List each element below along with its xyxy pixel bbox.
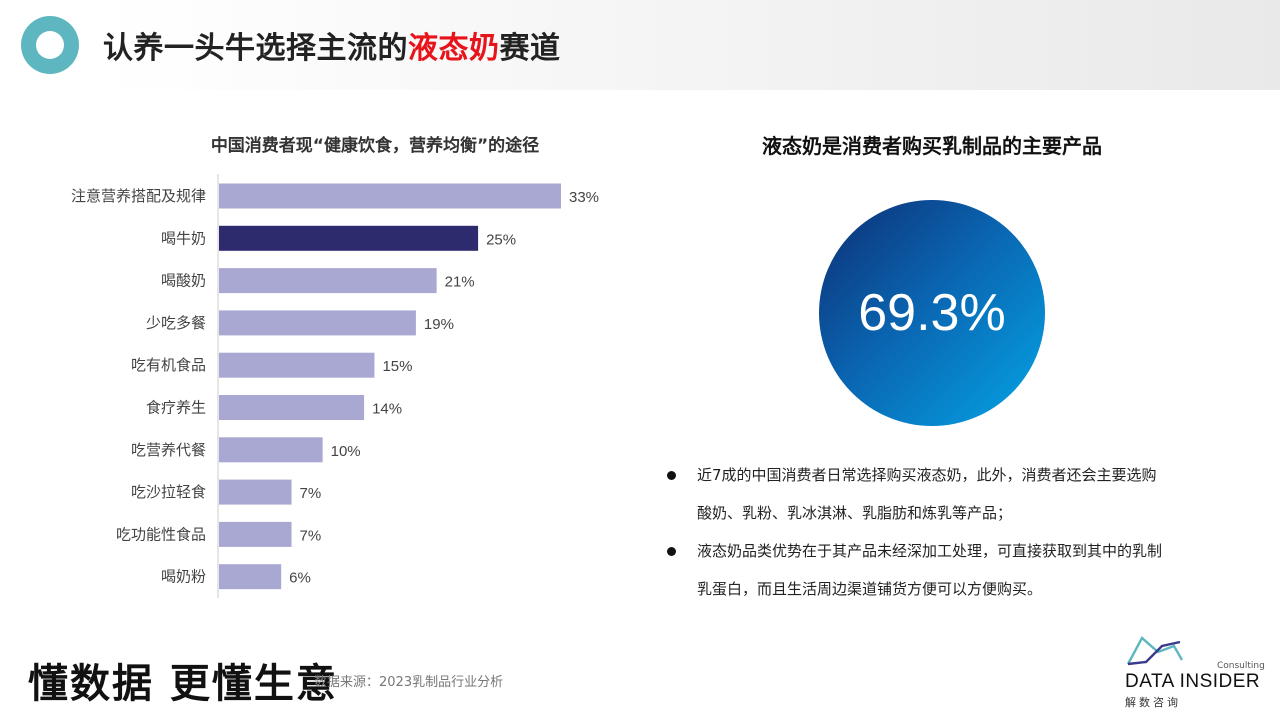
value-label: 33%: [569, 189, 599, 206]
bullet-text-line: 近7成的中国消费者日常选择购买液态奶，此外，消费者还会主要选购: [697, 466, 1157, 484]
page-title: 认养一头牛选择主流的液态奶赛道: [103, 31, 561, 66]
big-stat-value: 69.3%: [858, 284, 1006, 342]
category-label: 食疗养生: [146, 399, 206, 417]
chart-title: 中国消费者现“健康饮食，营养均衡”的途径: [210, 136, 540, 156]
logo-cn: 解数咨询: [1125, 696, 1181, 709]
ring-icon: [21, 16, 79, 74]
bullet-item: 液态奶品类优势在于其产品未经深加工处理，可直接获取到其中的乳制 乳蛋白，而且生活…: [664, 532, 1204, 608]
value-label: 25%: [486, 231, 516, 248]
page-title-highlight: 液态奶: [408, 31, 500, 66]
category-label: 吃功能性食品: [116, 525, 206, 543]
bullet-text-line: 乳蛋白，而且生活周边渠道铺货方便可以方便购买。: [697, 580, 1043, 598]
logo-main: DATA INSIDER: [1125, 671, 1261, 692]
bar-chart: 注意营养搭配及规律 33% 喝牛奶 25% 喝酸奶 21% 少吃多餐 19% 吃有机食品 15% 食…: [71, 174, 599, 598]
slogan: 懂数据 更懂生意: [28, 661, 338, 707]
category-label: 注意营养搭配及规律: [71, 187, 206, 205]
bullet-dot-icon: [667, 471, 676, 480]
bar: [219, 521, 292, 547]
bullet-text-line: 液态奶品类优势在于其产品未经深加工处理，可直接获取到其中的乳制: [697, 542, 1163, 560]
bar: [219, 183, 561, 209]
value-label: 14%: [372, 401, 402, 418]
bar: [219, 479, 292, 505]
bar: [219, 225, 479, 251]
category-label: 吃有机食品: [131, 356, 206, 374]
bar: [219, 564, 282, 590]
category-label: 喝奶粉: [161, 568, 206, 586]
category-label: 吃营养代餐: [131, 441, 206, 459]
data-insider-logo: Consulting DATA INSIDER 解数咨询: [1122, 632, 1265, 712]
value-label: 7%: [300, 485, 322, 502]
logo-mark-icon: [1126, 636, 1184, 666]
value-label: 15%: [382, 358, 412, 375]
category-label: 吃沙拉轻食: [131, 483, 206, 501]
right-panel-title: 液态奶是消费者购买乳制品的主要产品: [762, 134, 1102, 158]
category-label: 少吃多餐: [146, 314, 206, 332]
value-label: 21%: [445, 274, 475, 291]
logo-consulting: Consulting: [1217, 661, 1265, 671]
bullet-item: 近7成的中国消费者日常选择购买液态奶，此外，消费者还会主要选购 酸奶、乳粉、乳冰…: [664, 456, 1204, 532]
bullet-text-line: 酸奶、乳粉、乳冰淇淋、乳脂肪和炼乳等产品；: [697, 504, 1013, 522]
category-label: 喝酸奶: [161, 272, 206, 290]
value-label: 7%: [300, 527, 322, 544]
value-label: 6%: [289, 570, 311, 587]
bullet-dot-icon: [667, 547, 676, 556]
value-label: 19%: [424, 316, 454, 333]
bar: [219, 352, 375, 378]
category-label: 喝牛奶: [161, 229, 206, 247]
source-note: 数据来源：2023乳制品行业分析: [314, 675, 504, 690]
bar: [219, 310, 416, 336]
bar: [219, 437, 323, 463]
header-bar: 认养一头牛选择主流的液态奶赛道: [0, 0, 1280, 90]
bar: [219, 268, 437, 294]
value-label: 10%: [331, 443, 361, 460]
big-stat-circle: 69.3%: [819, 200, 1045, 426]
bullet-list: 近7成的中国消费者日常选择购买液态奶，此外，消费者还会主要选购 酸奶、乳粉、乳冰…: [664, 456, 1204, 608]
bar: [219, 395, 365, 420]
